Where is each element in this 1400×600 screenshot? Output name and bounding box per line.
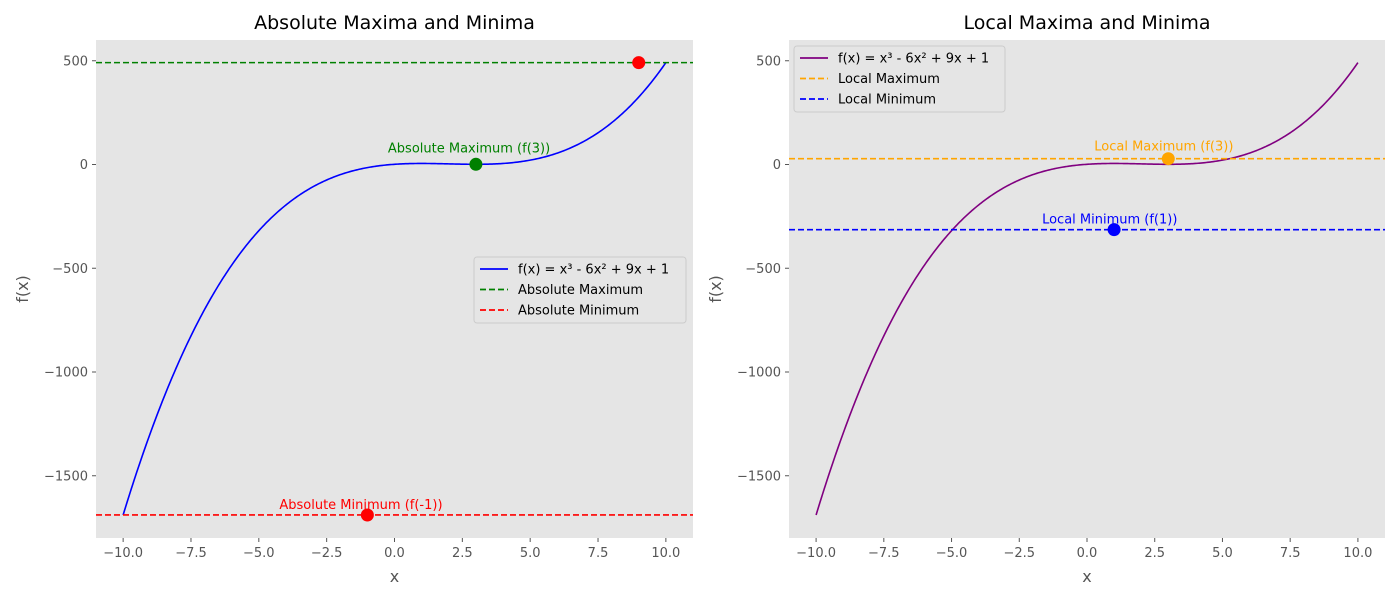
legend: f(x) = x³ - 6x² + 9x + 1 Local Maximum Loc…	[793, 45, 1006, 113]
x-tick-label: −10.0	[796, 546, 836, 561]
y-tick-label: −1500	[44, 469, 88, 484]
legend-box	[473, 256, 687, 324]
x-tick-label: 5.0	[520, 546, 541, 561]
y-tick-label: −1500	[737, 469, 781, 484]
legend-box	[793, 45, 1006, 113]
x-tick-label: 7.5	[1280, 546, 1301, 561]
x-axis-label: x	[390, 567, 399, 586]
x-tick-label: −2.5	[1003, 546, 1035, 561]
chart-panel-0: Absolute Maximum (f(3)) Absolute Minimum …	[13, 12, 693, 586]
y-tick-label: 0	[80, 158, 88, 173]
data-point-1	[1107, 223, 1121, 237]
x-tick-label: 0.0	[1077, 546, 1098, 561]
x-tick-label: −7.5	[868, 546, 900, 561]
data-point-2	[632, 56, 646, 70]
y-tick-label: 500	[63, 54, 88, 69]
data-point-1	[360, 508, 374, 522]
plot-area	[789, 40, 1385, 538]
legend-label-2: Absolute Minimum	[518, 304, 639, 319]
x-tick-label: 10.0	[1343, 546, 1372, 561]
legend-label-1: Absolute Maximum	[518, 283, 643, 298]
x-tick-label: 10.0	[651, 546, 680, 561]
x-tick-label: 0.0	[384, 546, 405, 561]
series-line-0	[815, 62, 1359, 516]
x-axis-label: x	[1082, 567, 1091, 586]
x-tick-label: −5.0	[243, 546, 275, 561]
series-line-0	[122, 62, 667, 516]
legend: f(x) = x³ - 6x² + 9x + 1 Absolute Maximum…	[473, 256, 687, 324]
y-axis-label: f(x)	[13, 275, 32, 303]
chart-title: Local Maxima and Minima	[964, 12, 1211, 34]
x-tick-label: −10.0	[103, 546, 143, 561]
y-axis-label: f(x)	[706, 275, 725, 303]
y-tick-label: 0	[773, 158, 781, 173]
x-tick-label: −5.0	[936, 546, 968, 561]
data-point-0	[469, 157, 483, 171]
y-tick-label: −500	[52, 262, 88, 277]
chart-title: Absolute Maxima and Minima	[254, 12, 535, 34]
y-tick-label: −500	[745, 262, 781, 277]
x-tick-label: 2.5	[1144, 546, 1165, 561]
plot-layer: Absolute Maximum (f(3)) Absolute Minimum …	[96, 56, 693, 522]
legend-label-1: Local Maximum	[838, 72, 940, 87]
x-tick-label: −2.5	[311, 546, 343, 561]
y-tick-label: −1000	[44, 366, 88, 381]
annotation-label-0: Absolute Maximum (f(3))	[388, 141, 550, 156]
x-tick-label: −7.5	[175, 546, 207, 561]
legend-label-2: Local Minimum	[838, 93, 936, 108]
legend-label-0: f(x) = x³ - 6x² + 9x + 1	[518, 263, 669, 278]
y-tick-label: −1000	[737, 366, 781, 381]
x-tick-label: 7.5	[588, 546, 609, 561]
chart-panel-1: Local Maximum (f(3)) Local Minimum (f(1))…	[706, 12, 1385, 586]
annotation-label-1: Local Minimum (f(1))	[1042, 213, 1177, 228]
plot-layer: Local Maximum (f(3)) Local Minimum (f(1))	[789, 62, 1385, 516]
x-tick-label: 2.5	[452, 546, 473, 561]
data-point-0	[1161, 152, 1175, 166]
annotation-label-0: Local Maximum (f(3))	[1094, 140, 1233, 155]
legend-label-0: f(x) = x³ - 6x² + 9x + 1	[838, 52, 989, 67]
annotation-label-1: Absolute Minimum (f(-1))	[279, 498, 442, 513]
x-tick-label: 5.0	[1212, 546, 1233, 561]
y-tick-label: 500	[756, 54, 781, 69]
